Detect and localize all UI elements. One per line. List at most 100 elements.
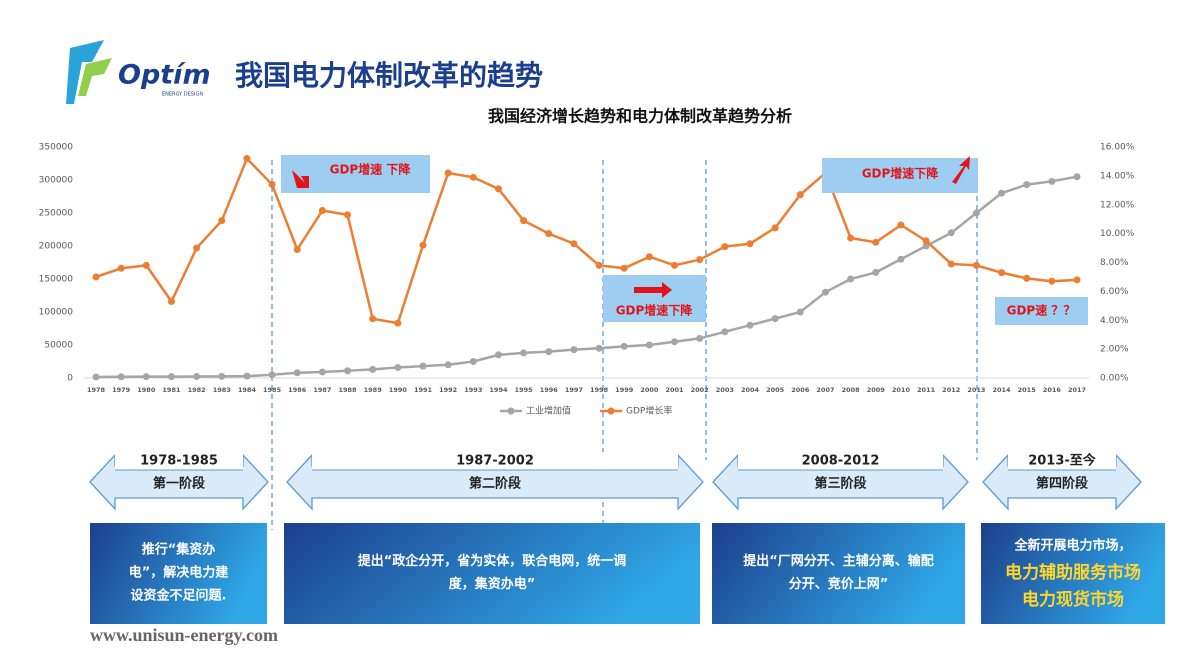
point — [1023, 274, 1031, 282]
x-tick-label: 1994 — [489, 386, 508, 394]
x-tick-label: 1996 — [540, 386, 559, 394]
point — [268, 181, 276, 189]
point — [167, 373, 175, 381]
stage-year-bg — [312, 452, 678, 470]
x-tick-label: 1987 — [313, 386, 331, 394]
stage-desc: 度，集资办电” — [449, 576, 536, 592]
annotation-box — [603, 275, 706, 322]
stage-year-bg — [1008, 452, 1116, 470]
point — [344, 367, 352, 375]
point — [318, 207, 326, 215]
point — [469, 358, 477, 365]
point — [394, 363, 402, 371]
point — [847, 234, 855, 242]
point — [1073, 276, 1081, 284]
stage-name: 第二阶段 — [469, 476, 521, 492]
point — [671, 261, 679, 269]
point — [142, 261, 150, 269]
y2-tick-label: 2.00% — [1100, 345, 1129, 355]
legend-swatch — [507, 407, 515, 415]
x-tick-label: 1981 — [162, 386, 181, 394]
x-tick-label: 1991 — [414, 386, 433, 394]
stage-years: 1978-1985 — [140, 454, 218, 469]
x-tick-label: 1988 — [338, 386, 357, 394]
point — [520, 349, 528, 357]
point — [218, 372, 226, 380]
stage-years: 1987-2002 — [456, 454, 534, 469]
series-line — [95, 175, 1078, 379]
point — [193, 244, 201, 252]
stage-desc: 分开、竞价上网” — [789, 576, 889, 592]
x-tick-label: 2006 — [791, 386, 810, 394]
stage-desc: 提出“厂网分开、主辅分离、输配 — [743, 553, 934, 569]
point — [947, 229, 955, 237]
point — [721, 328, 729, 336]
point — [494, 185, 502, 193]
point — [796, 191, 804, 199]
arrow-icon — [952, 156, 970, 184]
point — [444, 361, 452, 369]
annotation: GDP速 ？？ — [1007, 303, 1076, 318]
annotation-box — [995, 297, 1088, 325]
point — [595, 261, 603, 269]
legend-label: 工业增加值 — [526, 405, 571, 417]
x-tick-label: 2011 — [917, 386, 936, 394]
point — [444, 169, 452, 177]
stage-desc: 电力现货市场 — [1022, 589, 1124, 610]
point — [947, 260, 955, 268]
point — [721, 243, 729, 251]
point — [696, 334, 704, 342]
point — [897, 221, 905, 229]
x-tick-label: 1979 — [112, 386, 131, 394]
stage-box — [90, 523, 267, 624]
point — [796, 308, 804, 316]
x-tick-label: 1983 — [213, 386, 231, 394]
x-tick-label: 2009 — [867, 386, 886, 394]
x-tick-label: 2015 — [1018, 386, 1037, 394]
point — [92, 273, 100, 281]
point — [922, 242, 930, 250]
x-tick-label: 2002 — [691, 386, 709, 394]
x-tick-label: 2014 — [992, 386, 1011, 394]
point — [872, 268, 880, 276]
y2-tick-label: 10.00% — [1100, 229, 1135, 239]
x-tick-label: 1984 — [238, 386, 257, 394]
point — [1048, 277, 1056, 285]
annotation-box — [822, 158, 978, 193]
y2-tick-label: 16.00% — [1100, 143, 1135, 153]
y2-tick-label: 0.00% — [1100, 374, 1129, 384]
point — [419, 241, 427, 249]
point — [1048, 177, 1056, 185]
y-tick-label: 300000 — [39, 176, 74, 186]
point — [998, 189, 1006, 197]
y-tick-label: 150000 — [39, 275, 74, 285]
y-tick-label: 250000 — [39, 209, 74, 219]
annotation: GDP增速下降 — [616, 303, 694, 318]
x-tick-label: 1993 — [464, 386, 482, 394]
point — [1023, 181, 1031, 189]
annotation: GDP增速 下降 — [330, 162, 412, 177]
arrow-icon — [292, 170, 309, 188]
point — [847, 275, 855, 283]
stage-name: 第三阶段 — [814, 476, 866, 492]
y-tick-label: 0 — [67, 374, 73, 384]
stage-name: 第一阶段 — [153, 476, 205, 492]
x-tick-label: 2013 — [967, 386, 985, 394]
point — [344, 211, 352, 219]
stage-year-bg — [115, 452, 243, 470]
point — [293, 246, 301, 254]
point — [469, 173, 477, 181]
x-tick-label: 2012 — [942, 386, 960, 394]
point — [193, 373, 201, 381]
x-tick-label: 2001 — [665, 386, 684, 394]
stage-years: 2008-2012 — [802, 454, 880, 469]
point — [419, 362, 427, 370]
point — [570, 346, 578, 354]
point — [545, 230, 553, 238]
x-tick-label: 1986 — [288, 386, 307, 394]
stage-desc: 提出“政企分开，省为实体，联合电网，统一调 — [358, 553, 627, 569]
plot: 0 50000 100000 150000 200000 250000 300000 3500… — [39, 143, 1135, 417]
point — [771, 315, 779, 323]
x-tick-label: 1982 — [188, 386, 206, 394]
